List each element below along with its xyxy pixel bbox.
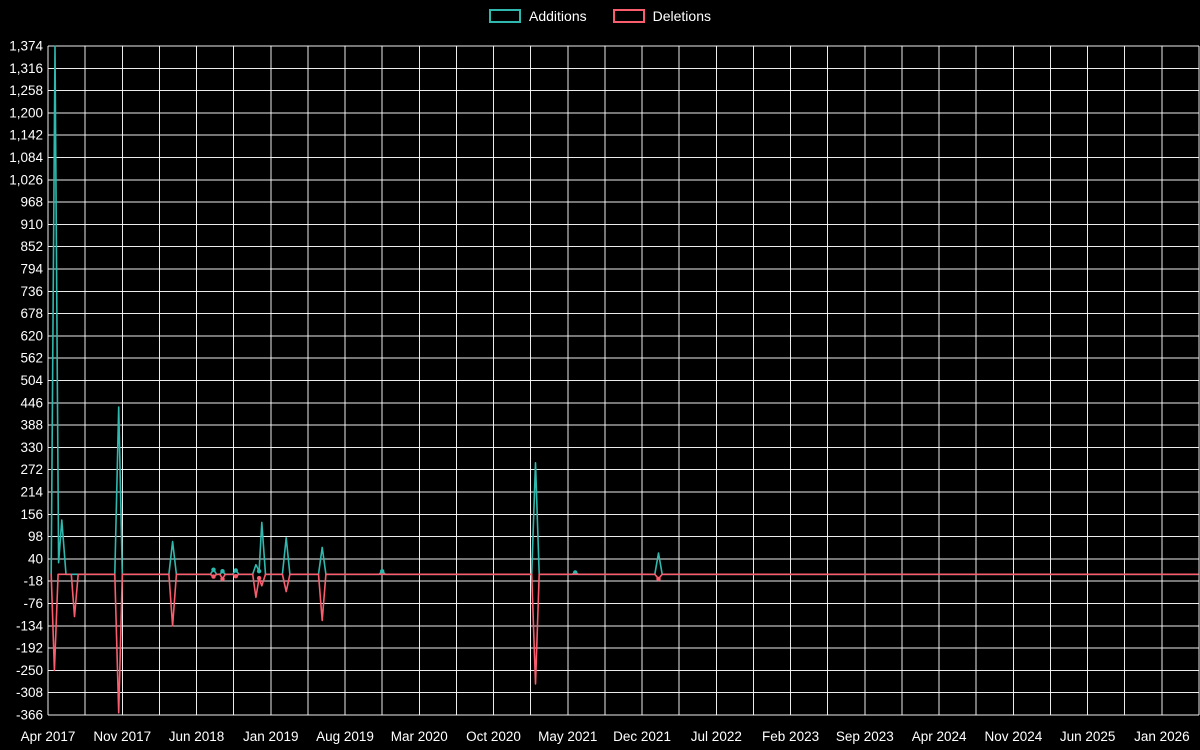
legend-item-deletions[interactable]: Deletions: [612, 7, 711, 25]
svg-text:Aug 2019: Aug 2019: [316, 729, 374, 744]
svg-text:1,258: 1,258: [9, 83, 43, 98]
additions-legend-swatch: [489, 9, 522, 23]
svg-text:-192: -192: [16, 641, 43, 656]
svg-text:40: 40: [28, 551, 43, 566]
svg-text:Feb 2023: Feb 2023: [762, 729, 819, 744]
svg-text:Nov 2017: Nov 2017: [93, 729, 151, 744]
additions-legend-label: Additions: [529, 8, 587, 24]
svg-text:1,200: 1,200: [9, 105, 43, 120]
svg-text:Mar 2020: Mar 2020: [391, 729, 448, 744]
svg-text:446: 446: [20, 395, 43, 410]
svg-text:620: 620: [20, 328, 43, 343]
svg-text:504: 504: [20, 373, 43, 388]
svg-text:-76: -76: [23, 596, 43, 611]
svg-text:-18: -18: [23, 574, 43, 589]
svg-text:-250: -250: [16, 663, 43, 678]
svg-text:-308: -308: [16, 685, 43, 700]
svg-text:852: 852: [20, 239, 43, 254]
svg-text:794: 794: [20, 262, 43, 277]
svg-text:Nov 2024: Nov 2024: [984, 729, 1042, 744]
svg-text:330: 330: [20, 440, 43, 455]
svg-text:98: 98: [28, 529, 43, 544]
svg-text:Jun 2025: Jun 2025: [1060, 729, 1116, 744]
svg-text:-134: -134: [16, 618, 44, 633]
svg-text:1,142: 1,142: [9, 128, 43, 143]
svg-text:562: 562: [20, 351, 43, 366]
svg-text:910: 910: [20, 217, 43, 232]
svg-text:Jun 2018: Jun 2018: [169, 729, 225, 744]
chart-legend: Additions Deletions: [0, 7, 1200, 25]
svg-text:214: 214: [20, 485, 43, 500]
svg-text:1,084: 1,084: [9, 150, 43, 165]
svg-text:1,316: 1,316: [9, 61, 43, 76]
svg-text:156: 156: [20, 507, 43, 522]
svg-text:Dec 2021: Dec 2021: [613, 729, 671, 744]
svg-text:1,026: 1,026: [9, 172, 43, 187]
svg-text:Apr 2017: Apr 2017: [21, 729, 76, 744]
svg-text:May 2021: May 2021: [538, 729, 597, 744]
deletions-legend-label: Deletions: [652, 8, 711, 24]
svg-text:Jul 2022: Jul 2022: [691, 729, 742, 744]
legend-item-additions[interactable]: Additions: [489, 7, 587, 25]
deletions-legend-swatch: [612, 9, 645, 23]
svg-text:Sep 2023: Sep 2023: [836, 729, 894, 744]
svg-text:388: 388: [20, 418, 43, 433]
svg-text:Oct 2020: Oct 2020: [466, 729, 521, 744]
svg-text:Apr 2024: Apr 2024: [912, 729, 967, 744]
svg-text:736: 736: [20, 284, 43, 299]
svg-text:-366: -366: [16, 708, 43, 723]
svg-text:272: 272: [20, 462, 43, 477]
svg-text:1,374: 1,374: [9, 39, 43, 54]
svg-text:Jan 2026: Jan 2026: [1134, 729, 1190, 744]
svg-text:968: 968: [20, 195, 43, 210]
svg-text:Jan 2019: Jan 2019: [243, 729, 299, 744]
svg-text:678: 678: [20, 306, 43, 321]
